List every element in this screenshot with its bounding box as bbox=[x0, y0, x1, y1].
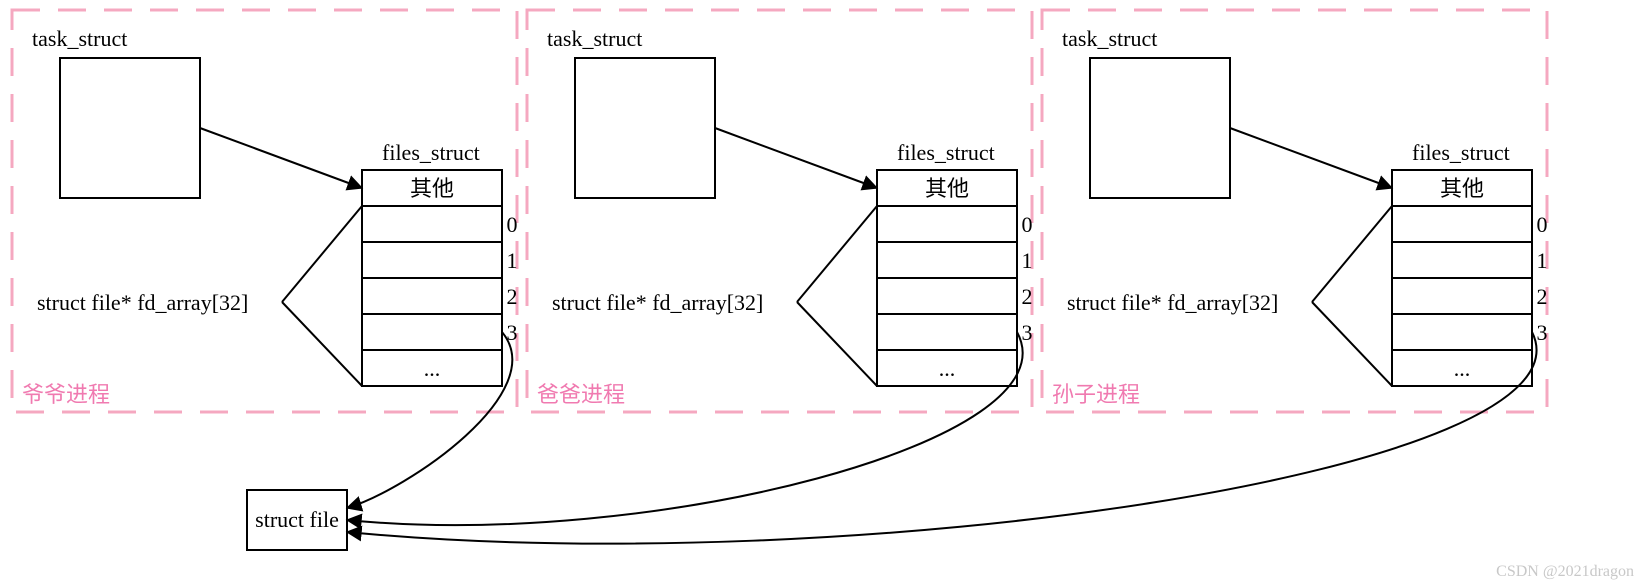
fd-array-label: struct file* fd_array[32] bbox=[552, 290, 763, 315]
fd-table-ellipsis: ... bbox=[424, 356, 441, 381]
fd-index: 0 bbox=[1537, 212, 1548, 237]
panel-caption: 孙子进程 bbox=[1052, 382, 1140, 407]
process-panel bbox=[12, 10, 517, 412]
process-panel bbox=[1042, 10, 1547, 412]
process-panel bbox=[527, 10, 1032, 412]
arrow-task-to-files bbox=[1230, 128, 1392, 188]
task-struct-box bbox=[1090, 58, 1230, 198]
task-struct-label: task_struct bbox=[1062, 26, 1157, 51]
fd-array-label: struct file* fd_array[32] bbox=[37, 290, 248, 315]
fd-table-header: 其他 bbox=[925, 176, 969, 201]
fd-index: 1 bbox=[1537, 248, 1548, 273]
task-struct-label: task_struct bbox=[547, 26, 642, 51]
struct-file-label: struct file bbox=[255, 507, 339, 532]
fd-index: 0 bbox=[1022, 212, 1033, 237]
watermark: CSDN @2021dragon bbox=[1496, 563, 1634, 580]
brace-line-bottom bbox=[1312, 302, 1392, 386]
fd-array-label: struct file* fd_array[32] bbox=[1067, 290, 1278, 315]
arrow-task-to-files bbox=[200, 128, 362, 188]
fd-index: 2 bbox=[507, 284, 518, 309]
panel-caption: 爸爸进程 bbox=[537, 382, 625, 407]
brace-line-top bbox=[797, 206, 877, 302]
files-struct-label: files_struct bbox=[1412, 140, 1510, 165]
arrow-task-to-files bbox=[715, 128, 877, 188]
fd-table-header: 其他 bbox=[1440, 176, 1484, 201]
task-struct-label: task_struct bbox=[32, 26, 127, 51]
brace-line-bottom bbox=[282, 302, 362, 386]
fd-index: 3 bbox=[1022, 320, 1033, 345]
brace-line-top bbox=[1312, 206, 1392, 302]
files-struct-label: files_struct bbox=[897, 140, 995, 165]
fd-index: 2 bbox=[1537, 284, 1548, 309]
fd-index: 1 bbox=[1022, 248, 1033, 273]
fd-table-header: 其他 bbox=[410, 176, 454, 201]
fd-index: 0 bbox=[507, 212, 518, 237]
brace-line-top bbox=[282, 206, 362, 302]
arrow-fd3-to-file-1 bbox=[347, 332, 1023, 525]
brace-line-bottom bbox=[797, 302, 877, 386]
task-struct-box bbox=[575, 58, 715, 198]
fd-index: 1 bbox=[507, 248, 518, 273]
panel-caption: 爷爷进程 bbox=[22, 382, 110, 407]
fd-table-ellipsis: ... bbox=[1454, 356, 1471, 381]
task-struct-box bbox=[60, 58, 200, 198]
fd-index: 3 bbox=[1537, 320, 1548, 345]
files-struct-label: files_struct bbox=[382, 140, 480, 165]
fd-index: 2 bbox=[1022, 284, 1033, 309]
fd-table-ellipsis: ... bbox=[939, 356, 956, 381]
